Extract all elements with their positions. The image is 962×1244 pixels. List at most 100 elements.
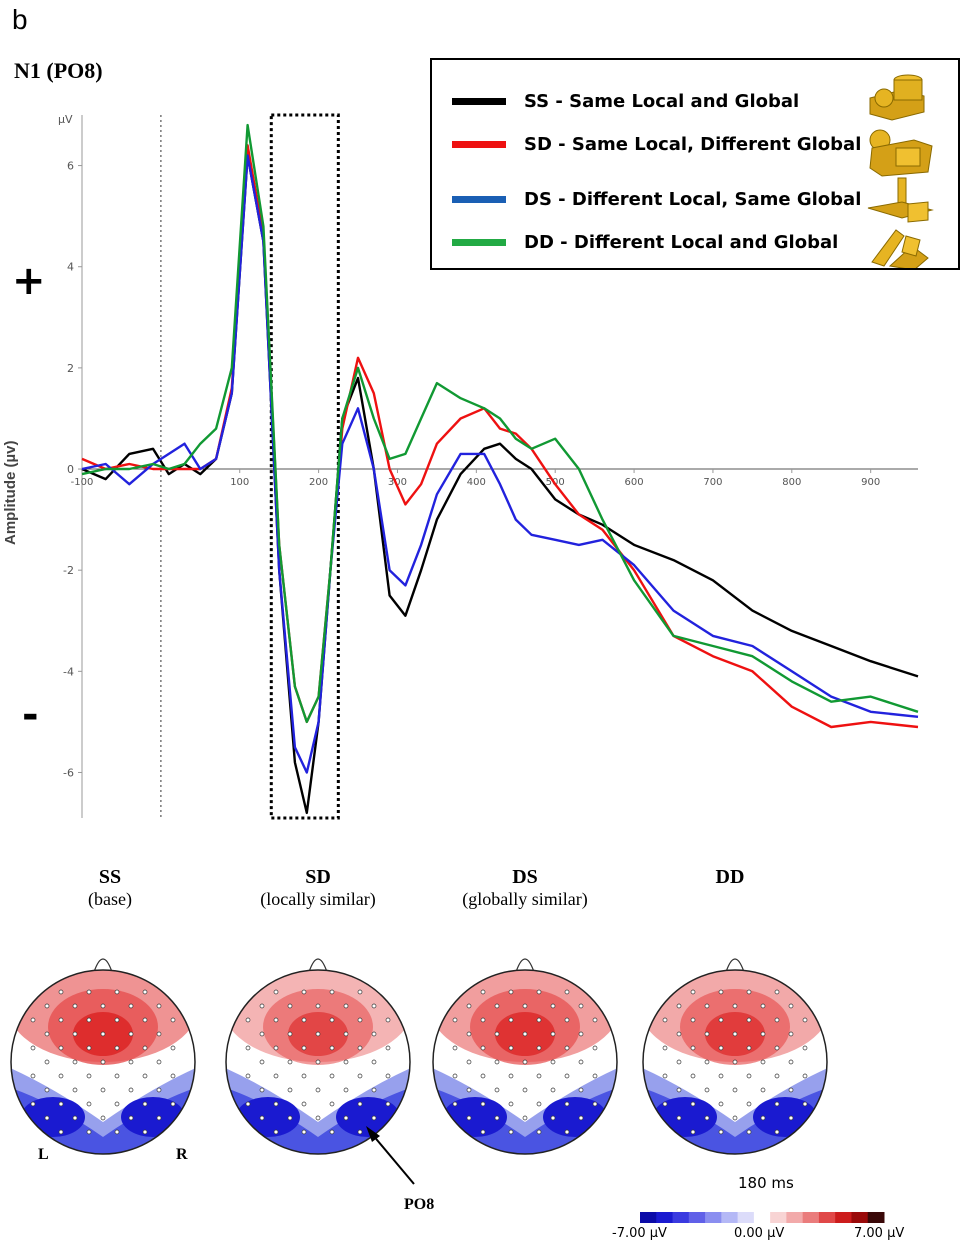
electrode-dot — [522, 1031, 528, 1037]
electrode-dot — [732, 1003, 738, 1009]
electrode-dot — [536, 989, 542, 995]
electrode-dot — [315, 1059, 321, 1065]
condition-code: DS — [512, 866, 538, 888]
electrode-dot — [287, 1003, 293, 1009]
electrode-dot — [466, 1059, 472, 1065]
electrode-dot — [760, 1087, 766, 1093]
electrode-dot — [245, 1073, 251, 1079]
n1-window-box — [269, 113, 340, 820]
electrode-dot — [592, 1073, 598, 1079]
electrode-dot — [732, 1059, 738, 1065]
electrode-dot — [142, 1129, 148, 1135]
legend-entry-sd: SD - Same Local, Different Global — [452, 129, 861, 159]
electrode-dot — [564, 1073, 570, 1079]
electrode-dot — [466, 1087, 472, 1093]
electrode-dot — [245, 1101, 251, 1107]
series-line-ds — [81, 154, 919, 774]
electrode-dot — [72, 1003, 78, 1009]
electrode-dot — [662, 1073, 668, 1079]
electrode-dot — [760, 1031, 766, 1037]
colorbar-segment — [802, 1212, 820, 1223]
colorbar-segment — [835, 1212, 852, 1223]
electrode-dot — [301, 989, 307, 995]
electrode-dot — [578, 1003, 584, 1009]
electrode-dot — [100, 1031, 106, 1037]
legend-entry-ds: DS - Different Local, Same Global — [452, 184, 861, 214]
electrode-dot — [287, 1115, 293, 1121]
electrode-dot — [259, 1003, 265, 1009]
electrode-dot — [494, 1031, 500, 1037]
electrode-dot — [704, 1115, 710, 1121]
colorbar-segment — [688, 1212, 706, 1223]
electrode-dot — [578, 1087, 584, 1093]
po8-arrow — [366, 1126, 415, 1185]
electrode-dot — [259, 1031, 265, 1037]
electrode-dot — [86, 1045, 92, 1051]
electrode-dot — [690, 989, 696, 995]
electrode-dot — [273, 1101, 279, 1107]
condition-ds: DS (globally similar) — [425, 866, 625, 910]
electrode-dot — [44, 1059, 50, 1065]
electrode-dot — [522, 1003, 528, 1009]
negative-region — [643, 1087, 827, 1154]
electrode-dot — [128, 1059, 134, 1065]
electrode-dot — [357, 1101, 363, 1107]
electrode-dot — [494, 1003, 500, 1009]
scalp-field — [433, 970, 617, 1154]
electrode-dot — [385, 1017, 391, 1023]
electrode-dot — [357, 1073, 363, 1079]
nose — [93, 958, 113, 973]
electrode-dot — [44, 1087, 50, 1093]
colorbar-segment — [672, 1212, 690, 1223]
electrode-dot — [592, 1045, 598, 1051]
electrode-dot — [301, 1073, 307, 1079]
positive-sign: + — [12, 258, 46, 304]
electrode-dot — [788, 1087, 794, 1093]
colorbar-segment — [851, 1212, 869, 1223]
negative-region — [11, 1087, 195, 1154]
electrode-dot — [170, 1073, 176, 1079]
electrode-dot — [329, 989, 335, 995]
electrode-dot — [718, 1017, 724, 1023]
y-tick-label: -2 — [63, 564, 74, 577]
electrode-dot — [273, 1073, 279, 1079]
colorbar-segment — [640, 1212, 657, 1223]
electrode-dot — [86, 989, 92, 995]
head-outline — [225, 969, 411, 1155]
electrode-dot — [259, 1087, 265, 1093]
electrode-dot — [788, 1003, 794, 1009]
electrode-dot — [114, 1017, 120, 1023]
electrode-dot — [508, 989, 514, 995]
colorbar-segment — [818, 1212, 836, 1223]
electrode-dot — [86, 1129, 92, 1135]
electrode-dot — [746, 1129, 752, 1135]
electrode-dot — [156, 1003, 162, 1009]
electrode-dot — [732, 1087, 738, 1093]
nose — [308, 958, 328, 973]
electrode-dot — [690, 1073, 696, 1079]
electrode-dot — [760, 1003, 766, 1009]
electrode-dot — [329, 1129, 335, 1135]
electrode-dot — [550, 1059, 556, 1065]
electrode-dot — [564, 1101, 570, 1107]
electrode-dot — [170, 1101, 176, 1107]
electrode-dot — [357, 1017, 363, 1023]
electrode-dot — [301, 1045, 307, 1051]
y-unit-label: µV — [58, 113, 73, 126]
electrode-dot — [343, 1059, 349, 1065]
electrode-dot — [72, 1115, 78, 1121]
electrode-dot — [466, 1115, 472, 1121]
electrode-dot — [662, 1101, 668, 1107]
electrode-dot — [452, 1045, 458, 1051]
electrode-dot — [578, 1031, 584, 1037]
electrode-dot — [536, 1073, 542, 1079]
electrode-dot — [371, 1031, 377, 1037]
electrode-dot — [676, 1115, 682, 1121]
electrode-dot — [550, 1031, 556, 1037]
electrode-dot — [522, 1115, 528, 1121]
electrode-dot — [100, 1115, 106, 1121]
colorbar-min-label: -7.00 µV — [612, 1226, 667, 1241]
electrode-dot — [480, 1101, 486, 1107]
electrode-dot — [690, 1017, 696, 1023]
